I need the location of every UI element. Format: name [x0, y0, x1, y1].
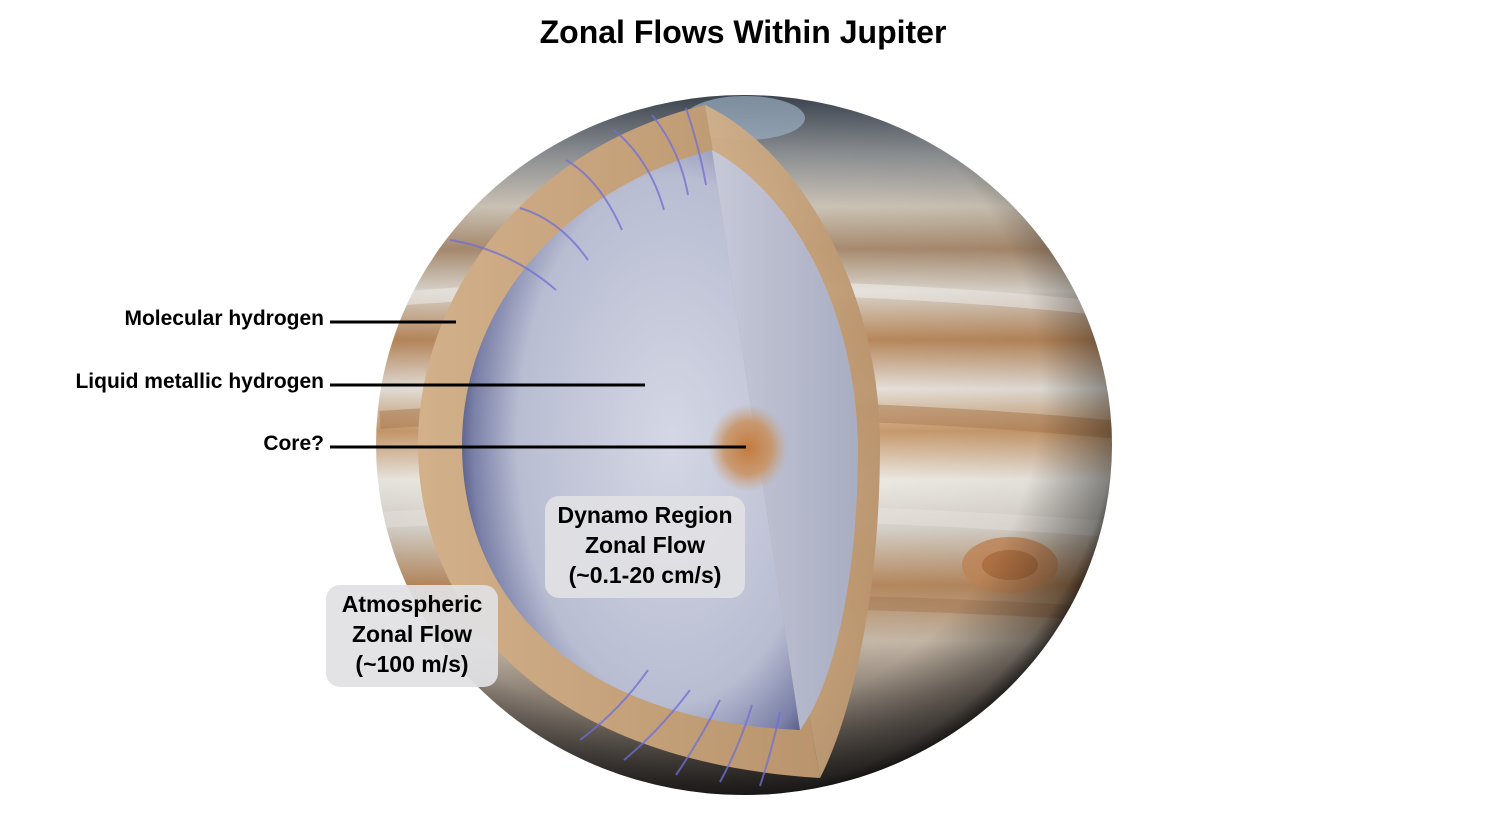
flow-lines — [449, 107, 781, 787]
dynamo-zonal-flow-box: Dynamo Region Zonal Flow (~0.1-20 cm/s) — [545, 496, 745, 598]
dynamo-line-2: Zonal Flow — [584, 532, 706, 558]
dynamo-line-3: (~0.1-20 cm/s) — [568, 562, 722, 588]
core — [708, 404, 788, 492]
label-liquid-metallic-hydrogen: Liquid metallic hydrogen — [75, 370, 324, 393]
dynamo-line-1: Dynamo Region — [557, 502, 733, 528]
label-molecular-hydrogen: Molecular hydrogen — [124, 307, 324, 330]
label-core: Core? — [263, 432, 324, 455]
diagram-title: Zonal Flows Within Jupiter — [539, 14, 947, 50]
atmospheric-line-3: (~100 m/s) — [355, 651, 469, 677]
atmospheric-line-2: Zonal Flow — [351, 621, 473, 647]
atmospheric-line-1: Atmospheric — [341, 591, 483, 617]
atmospheric-zonal-flow-box: Atmospheric Zonal Flow (~100 m/s) — [326, 585, 498, 687]
